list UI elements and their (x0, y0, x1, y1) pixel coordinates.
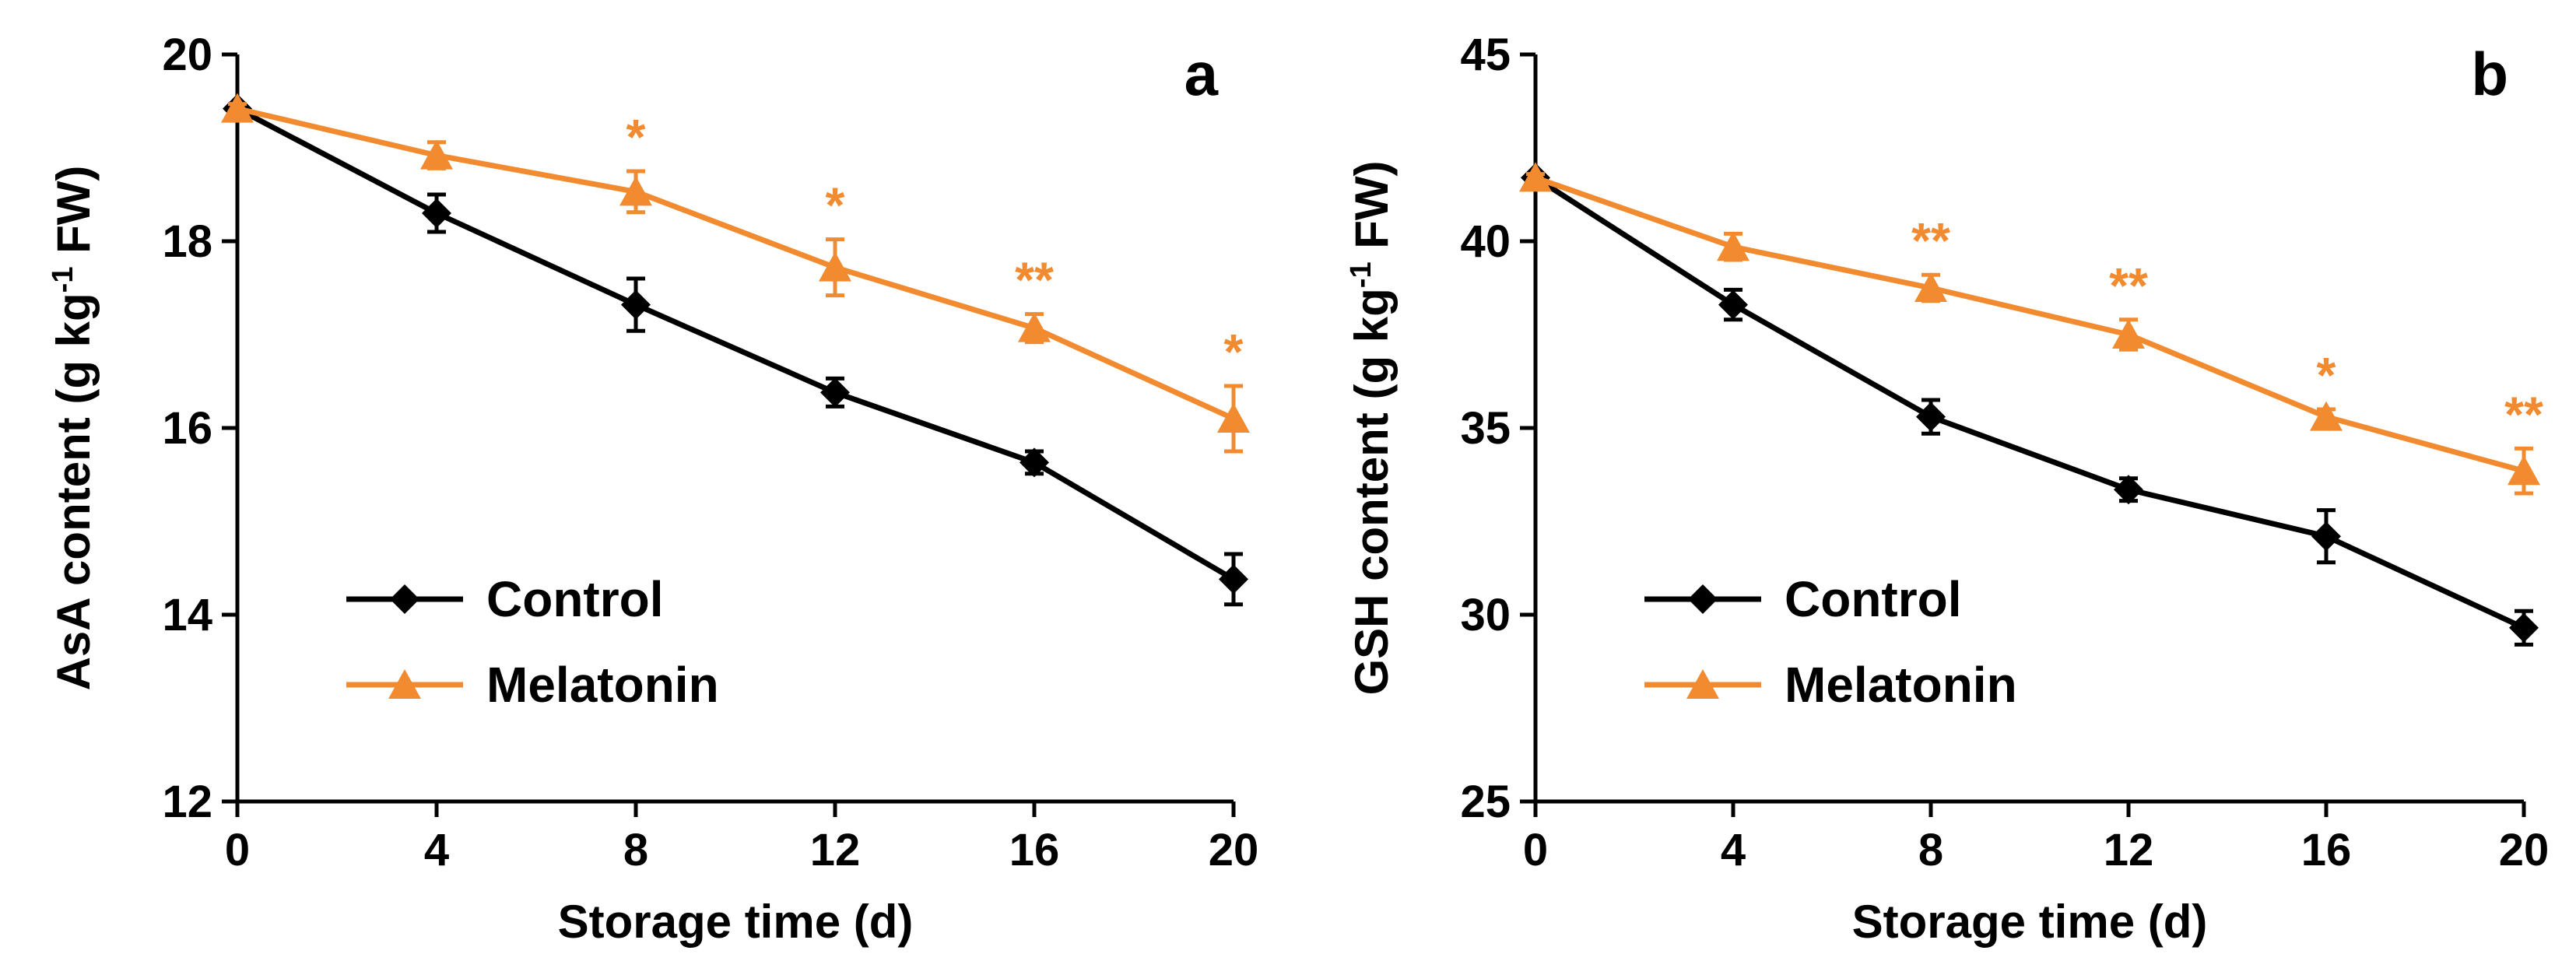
series-melatonin (221, 93, 1250, 454)
series-melatonin (1519, 162, 2540, 496)
legend-label: Control (486, 571, 664, 627)
x-tick-label: 12 (810, 825, 861, 875)
legend-label: Control (1785, 571, 1962, 627)
data-point-control (422, 198, 451, 228)
data-point-melatonin (1018, 312, 1051, 342)
legend-swatch-marker (390, 584, 419, 614)
significance-marker: ** (2109, 258, 2148, 314)
series-line-melatonin (1534, 175, 2525, 474)
y-axis-title: GSH content (g kg-1 FW) (1345, 160, 1398, 695)
x-tick-label: 4 (1721, 825, 1746, 875)
data-point-control (2509, 612, 2539, 643)
significance-marker: * (826, 177, 845, 233)
data-point-melatonin (420, 139, 453, 170)
x-tick-label: 16 (2301, 825, 2352, 875)
y-tick-label: 25 (1460, 777, 1511, 827)
y-tick-label: 40 (1460, 216, 1511, 267)
data-point-melatonin (2112, 319, 2145, 349)
legend-swatch-marker (388, 669, 421, 699)
data-point-control (2311, 521, 2341, 552)
data-point-melatonin (619, 176, 652, 206)
y-tick-label: 12 (162, 777, 212, 827)
y-axis-title-superscript: -1 (1345, 261, 1377, 288)
data-point-melatonin (1519, 162, 1552, 192)
y-tick-label: 16 (162, 403, 212, 454)
data-point-control (1718, 289, 1748, 320)
y-tick-label: 35 (1460, 403, 1511, 454)
legend-swatch-marker (1686, 669, 1719, 699)
legend-swatch-marker (1688, 584, 1718, 614)
data-point-melatonin (2310, 401, 2343, 431)
significance-marker: * (1224, 324, 1244, 380)
chart-panel-a: 12 14 16 18 20 0 4 8 12 16 20 Storage time (d) AsA c… (47, 30, 1258, 948)
series-line-control (236, 106, 1235, 582)
data-point-control (820, 377, 850, 408)
y-axis-title-end: FW) (1346, 160, 1398, 261)
y-tick-label: 18 (162, 216, 212, 267)
x-tick-label: 20 (1209, 825, 1259, 875)
x-tick-label: 16 (1009, 825, 1060, 875)
data-point-control (621, 289, 651, 320)
y-axis-title-end: FW) (47, 166, 100, 267)
data-point-melatonin (221, 93, 254, 123)
series-line-control (1534, 175, 2525, 630)
significance-marker: ** (1911, 212, 1950, 268)
series-control (223, 93, 1248, 607)
legend-item-control: Control (1644, 571, 1962, 627)
data-point-control (1219, 564, 1248, 594)
y-tick-label: 30 (1460, 590, 1511, 640)
data-point-melatonin (1717, 231, 1750, 261)
significance-marker: ** (1015, 252, 1054, 308)
y-axis-title-superscript: -1 (47, 267, 79, 293)
data-point-melatonin (1914, 272, 1947, 302)
y-axis-title-main: GSH content (g kg (1346, 288, 1398, 695)
panel-label: b (2471, 40, 2508, 108)
y-tick-label: 45 (1460, 30, 1511, 80)
panel-label: a (1184, 40, 1219, 108)
y-axis-title-main: AsA content (g kg (47, 293, 100, 690)
legend-item-control: Control (346, 571, 664, 627)
x-tick-label: 8 (623, 825, 648, 875)
significance-marker: * (626, 109, 646, 165)
x-tick-label: 20 (2499, 825, 2550, 875)
data-point-control (1916, 402, 1946, 432)
legend-item-melatonin: Melatonin (1644, 657, 2017, 713)
legend-label: Melatonin (1785, 657, 2017, 713)
data-point-control (2114, 475, 2143, 505)
x-tick-label: 0 (1523, 825, 1548, 875)
y-axis-title: AsA content (g kg-1 FW) (47, 166, 100, 691)
x-axis-title: Storage time (d) (558, 896, 914, 948)
x-tick-label: 8 (1918, 825, 1943, 875)
significance-marker: * (2317, 347, 2336, 403)
legend-item-melatonin: Melatonin (346, 657, 719, 713)
data-point-melatonin (2508, 455, 2540, 486)
data-point-melatonin (819, 251, 851, 282)
data-point-control (1020, 447, 1049, 478)
legend-label: Melatonin (486, 657, 719, 713)
series-line-melatonin (237, 106, 1235, 422)
y-tick-label: 20 (162, 30, 212, 80)
x-tick-label: 0 (225, 825, 250, 875)
chart-panel-b: 25 30 35 40 45 0 4 8 12 16 20 Storage time (d) GSH c… (1345, 30, 2549, 948)
x-tick-label: 4 (424, 825, 449, 875)
data-point-melatonin (1217, 403, 1250, 433)
significance-marker: ** (2504, 386, 2543, 442)
x-tick-label: 12 (2104, 825, 2154, 875)
series-control (1521, 163, 2539, 647)
x-axis-title: Storage time (d) (1852, 896, 2208, 948)
y-tick-label: 14 (162, 590, 212, 640)
